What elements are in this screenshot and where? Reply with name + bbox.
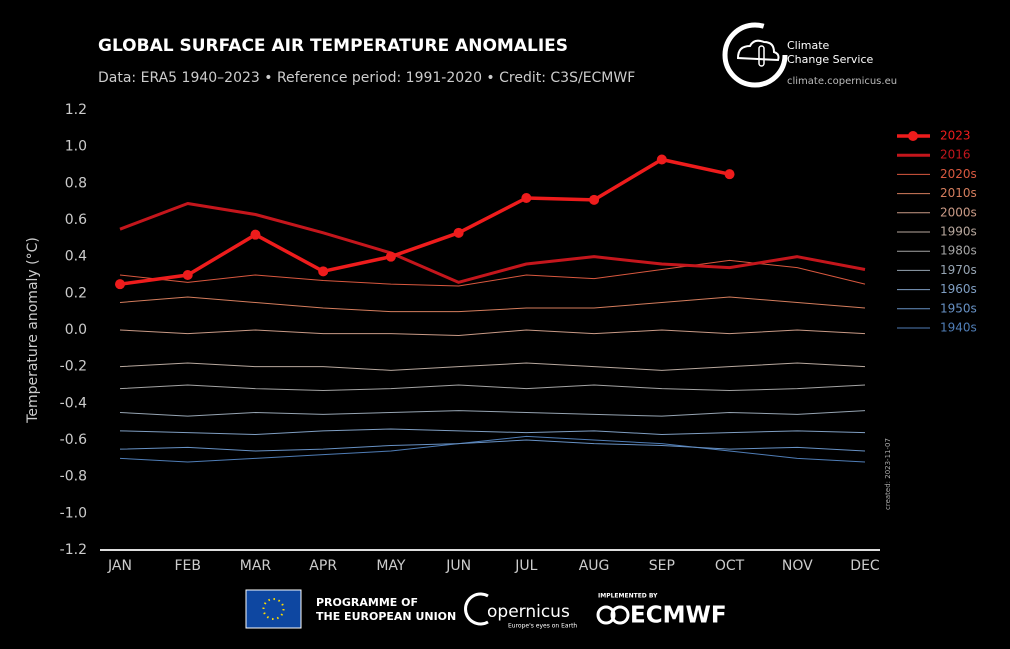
y-tick-label: -1.0 <box>60 505 87 521</box>
legend-label: 2000s <box>940 205 977 219</box>
point <box>250 229 261 240</box>
point <box>724 169 735 180</box>
legend-label: 1970s <box>940 263 977 277</box>
point <box>182 270 193 280</box>
x-tick-label: MAR <box>240 558 272 574</box>
legend-label: 1980s <box>940 244 977 258</box>
implemented: IMPLEMENTED BY <box>598 593 658 600</box>
x-tick-label: APR <box>309 558 337 574</box>
point <box>453 227 464 238</box>
x-tick-label: MAY <box>376 558 406 574</box>
y-tick-label: 1.2 <box>65 102 87 118</box>
x-tick-label: JUL <box>514 558 537 574</box>
brand: Climate <box>787 39 830 52</box>
x-tick-label: JAN <box>107 558 132 574</box>
created-note: created: 2023-11-07 <box>884 438 892 510</box>
series-line <box>119 435 866 463</box>
point <box>589 194 600 205</box>
subtitle: Data: ERA5 1940–2023 • Reference period:… <box>98 70 635 86</box>
x-tick-label: AUG <box>579 558 610 574</box>
legend-label: 1960s <box>940 282 977 296</box>
series-line <box>119 439 866 452</box>
y-tick-label: 0.0 <box>65 322 87 338</box>
point <box>115 279 125 290</box>
series-line <box>119 384 866 391</box>
legend-label: 2016 <box>940 148 971 162</box>
x-tick-label: DEC <box>850 558 880 574</box>
series-line <box>119 202 866 284</box>
series-line <box>119 157 730 286</box>
eu-text: THE EUROPEAN UNION <box>316 610 456 623</box>
chart-title: GLOBAL SURFACE AIR TEMPERATURE ANOMALIES <box>98 36 568 56</box>
series-line <box>119 329 866 336</box>
series-line <box>119 296 866 313</box>
ecmwf: ECMWF <box>630 603 727 629</box>
url: climate.copernicus.eu <box>787 76 897 87</box>
y-axis-label: Temperature anomaly (°C) <box>25 237 41 424</box>
y-tick-label: -0.2 <box>60 359 87 375</box>
y-tick-label: 0.8 <box>65 175 87 191</box>
eu-text: PROGRAMME OF <box>316 596 418 609</box>
y-tick-label: -0.4 <box>60 395 87 411</box>
point <box>318 266 329 277</box>
y-tick-label: 1.0 <box>65 139 87 155</box>
legend-label: 1990s <box>940 225 977 239</box>
series-line <box>119 259 866 287</box>
copernicus-tag: Europe's eyes on Earth <box>508 623 577 630</box>
point <box>521 193 532 203</box>
y-tick-label: 0.4 <box>65 249 87 265</box>
series-line <box>119 410 866 417</box>
y-tick-label: 0.6 <box>65 212 87 228</box>
point <box>656 154 667 165</box>
legend-marker <box>908 131 918 141</box>
y-tick-label: -1.2 <box>60 542 87 558</box>
x-tick-label: FEB <box>174 558 201 574</box>
legend-label: 1940s <box>940 321 977 335</box>
legend-label: 2023 <box>940 129 971 143</box>
footer: PROGRAMME OF THE EUROPEAN UNION opernicu… <box>245 589 727 630</box>
x-tick-label: NOV <box>782 558 813 574</box>
y-tick-label: -0.8 <box>60 469 87 485</box>
c3s-logo: Climate Change Service climate.copernicu… <box>722 22 897 88</box>
y-tick-label: -0.6 <box>60 432 87 448</box>
x-tick-label: JUN <box>445 558 471 574</box>
legend-label: 2020s <box>940 167 977 181</box>
series-line <box>119 428 866 435</box>
x-tick-label: OCT <box>715 558 745 574</box>
y-tick-label: 0.2 <box>65 285 87 301</box>
series-line <box>119 362 866 371</box>
copernicus: opernicus <box>487 602 570 622</box>
brand: Change Service <box>787 53 873 66</box>
legend-label: 1950s <box>940 301 977 315</box>
x-tick-label: SEP <box>649 558 675 574</box>
legend-label: 2010s <box>940 186 977 200</box>
point <box>385 251 396 262</box>
